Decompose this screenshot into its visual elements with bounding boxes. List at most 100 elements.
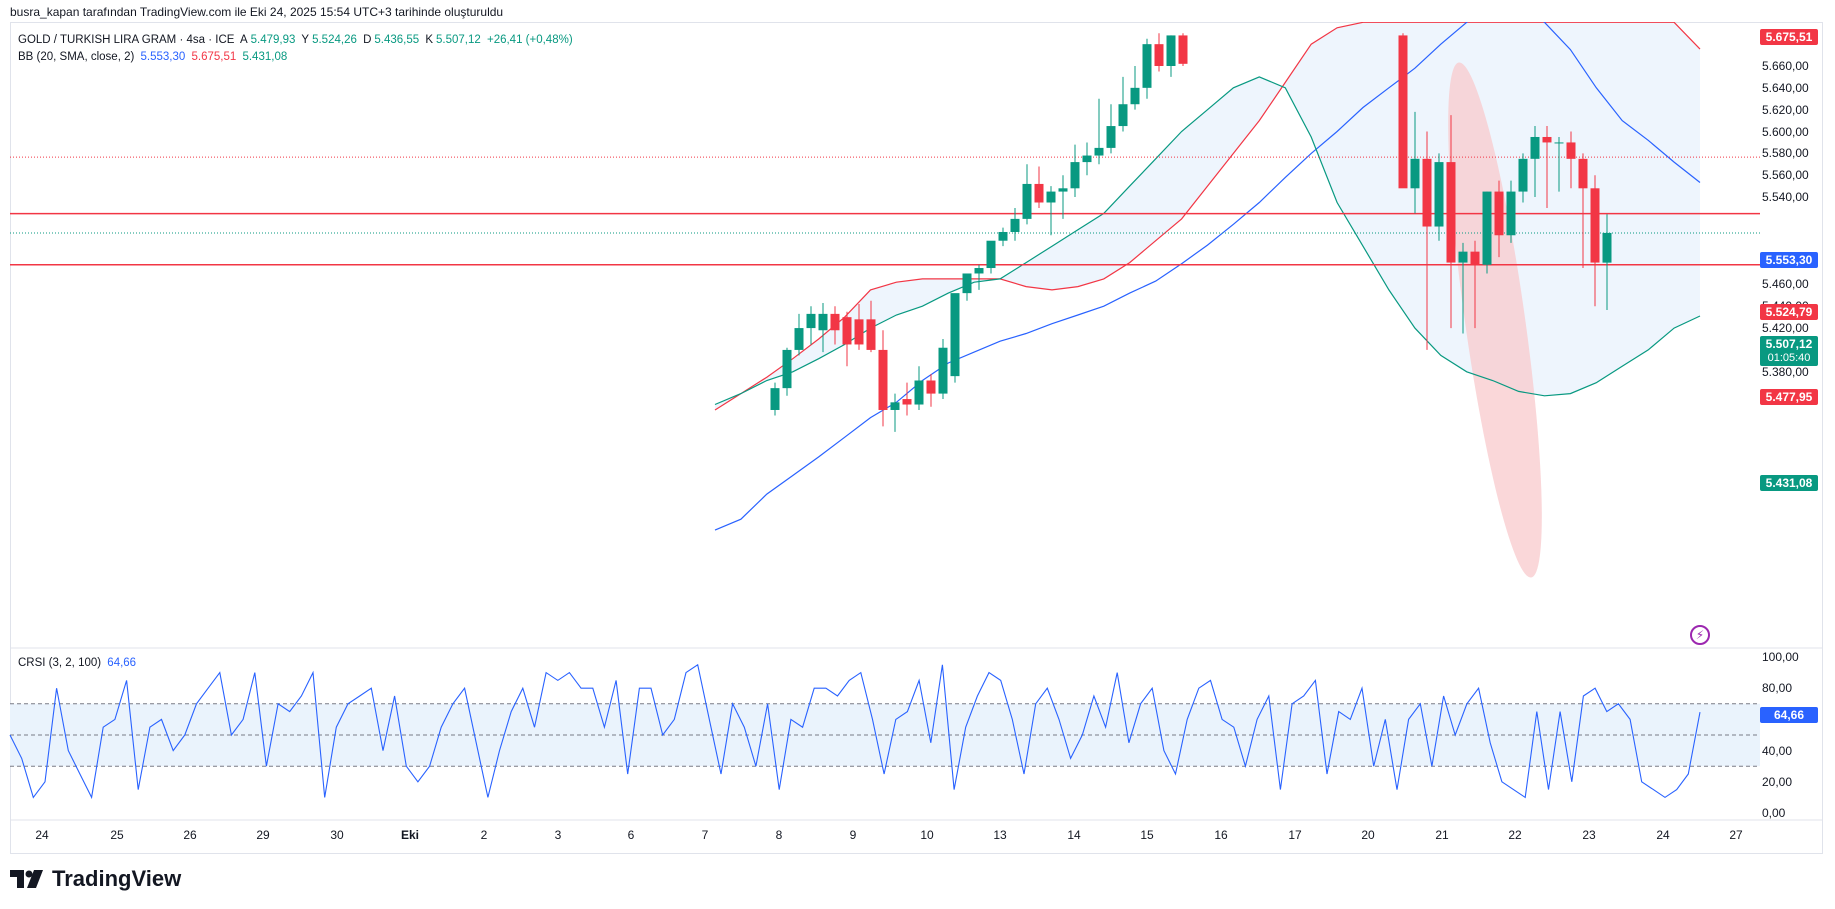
bb-upper-value: 5.675,51 (191, 51, 237, 63)
price-tick-label: 5.660,00 (1762, 59, 1809, 73)
candle-body (1022, 183, 1032, 219)
candle-body (782, 349, 792, 389)
candle-body (1130, 87, 1140, 105)
candle-body (1578, 158, 1588, 189)
time-tick-label: Eki (400, 828, 420, 842)
bb-upper-tag: 5.675,51 (1760, 29, 1818, 45)
candle-body (1106, 126, 1116, 148)
candle-body (854, 319, 864, 345)
candle-body (1554, 142, 1564, 144)
time-tick-label: 23 (1582, 828, 1596, 842)
candle-body (1530, 136, 1540, 159)
candle-body (1458, 251, 1468, 263)
time-tick-label: 13 (993, 828, 1007, 842)
price-tick-label: 5.560,00 (1762, 168, 1809, 183)
candle-countdown: 01:05:40 (1767, 352, 1811, 364)
crsi-tick-label: 100,00 (1762, 650, 1799, 664)
candle-body (950, 293, 960, 377)
last-price-value: 5.507,12 (1765, 337, 1813, 351)
price-tick-label: 5.540,00 (1762, 190, 1809, 205)
crsi-label[interactable]: CRSI (3, 2, 100) (18, 657, 102, 669)
candle-body (1058, 188, 1068, 192)
brand-name: TradingView (52, 866, 182, 891)
chart-frame (10, 22, 1823, 854)
crsi-legend[interactable]: CRSI (3, 2, 100) 64,66 (18, 657, 139, 669)
tradingview-logo-icon (10, 870, 43, 888)
time-tick-label: 8 (775, 828, 783, 842)
price-pane[interactable] (10, 1, 1760, 582)
candle-body (1518, 158, 1528, 192)
bb-lower-value: 5.431,08 (242, 51, 288, 63)
candle-body (794, 328, 804, 350)
last-price-tag: 5.507,12 01:05:40 (1760, 336, 1818, 366)
candle-body (1494, 191, 1504, 236)
bb-lower-line (714, 76, 1701, 406)
candle-body (1506, 191, 1516, 236)
time-tick-label: 9 (849, 828, 857, 842)
candle-body (1482, 191, 1492, 265)
highlight-ellipse (1448, 62, 1542, 578)
crsi-value: 64,66 (107, 657, 137, 669)
candle-body (866, 319, 876, 350)
price-tick-label: 5.640,00 (1762, 80, 1809, 95)
candle-body (974, 268, 984, 274)
candle-body (842, 317, 852, 345)
time-tick-label: 22 (1508, 828, 1522, 842)
price-tick-label: 5.580,00 (1762, 146, 1809, 161)
candle-body (1470, 251, 1480, 265)
bb-lower-tag: 5.431,08 (1760, 475, 1818, 491)
candle-body (1566, 142, 1576, 159)
change-value: +26,41 (+0,48%) (486, 34, 573, 46)
candle-body (770, 388, 780, 410)
candle-body (1094, 147, 1104, 156)
candle-body (1034, 183, 1044, 203)
time-tick-label: 7 (701, 828, 709, 842)
time-tick-label: 21 (1435, 828, 1449, 842)
time-tick-label: 3 (554, 828, 562, 842)
time-tick-label: 15 (1140, 828, 1154, 842)
candle-body (818, 313, 828, 331)
price-tick-label: 5.620,00 (1762, 102, 1809, 117)
crsi-tick-label: 20,00 (1762, 774, 1793, 789)
price-tick-label: 5.460,00 (1762, 277, 1809, 292)
price-tick-label: 5.380,00 (1762, 364, 1809, 379)
candle-body (914, 380, 924, 405)
candle-body (1082, 155, 1092, 163)
candle-body (1010, 218, 1020, 232)
time-tick-label: 27 (1729, 828, 1743, 842)
time-tick-label: 16 (1214, 828, 1228, 842)
open-value: 5.479,93 (250, 34, 296, 46)
high-label: Y (301, 34, 310, 46)
tradingview-logo[interactable]: TradingView (10, 866, 181, 892)
symbol-name[interactable]: GOLD / TURKISH LIRA GRAM · 4sa · ICE (18, 34, 235, 46)
time-tick-label: 24 (35, 828, 49, 842)
candle-body (1166, 35, 1176, 66)
candle-body (1434, 162, 1444, 227)
symbol-legend[interactable]: GOLD / TURKISH LIRA GRAM · 4sa · ICE A 5.… (18, 34, 576, 46)
crsi-tag: 64,66 (1760, 707, 1818, 723)
close-label: K (425, 34, 434, 46)
bb-basis-value: 5.553,30 (140, 51, 186, 63)
bb-legend[interactable]: BB (20, SMA, close, 2) 5.553,30 5.675,51… (18, 51, 290, 63)
candle-body (962, 273, 972, 294)
bb-label[interactable]: BB (20, SMA, close, 2) (18, 51, 135, 63)
low-label: D (363, 34, 372, 46)
crsi-tick-label: 80,00 (1762, 681, 1793, 696)
crsi-line (9, 663, 1701, 800)
bb-upper-line (714, 22, 1701, 411)
low-value: 5.436,55 (374, 34, 420, 46)
candle-body (986, 240, 996, 269)
candle-body (830, 313, 840, 331)
hline-upper-tag: 5.524,79 (1760, 304, 1818, 320)
candle-body (1590, 188, 1600, 263)
lightning-icon[interactable]: ⚡ (1690, 625, 1710, 645)
candle-body (1446, 162, 1456, 263)
crsi-tick-label: 0,00 (1762, 806, 1786, 820)
candle-body (1410, 158, 1420, 189)
time-tick-label: 10 (920, 828, 934, 842)
hline-lower-tag: 5.477,95 (1760, 389, 1818, 405)
time-tick-label: 30 (330, 828, 344, 842)
crsi-tick-label: 40,00 (1762, 743, 1793, 758)
candle-body (806, 313, 816, 329)
